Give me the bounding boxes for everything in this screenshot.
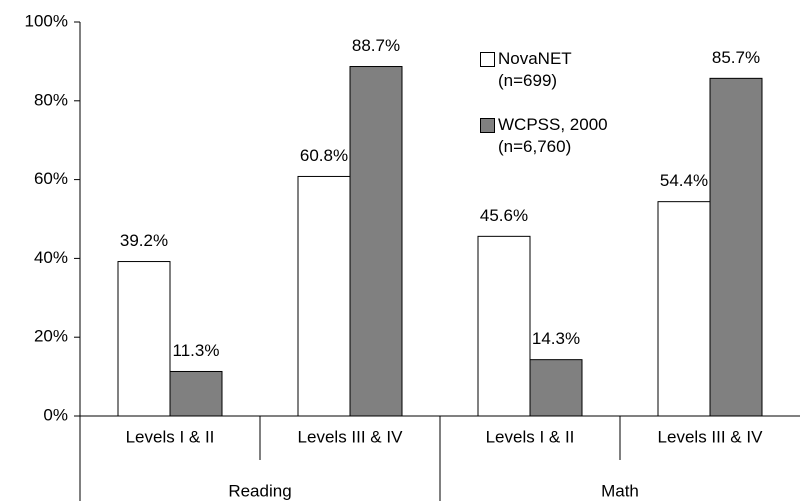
bar <box>349 66 403 417</box>
value-label: 39.2% <box>120 231 168 250</box>
legend-label: WCPSS, 2000 (n=6,760) <box>498 115 608 156</box>
value-label: 14.3% <box>532 329 580 348</box>
bar <box>657 201 711 417</box>
y-tick-label: 20% <box>34 327 68 346</box>
y-tick-label: 100% <box>25 11 68 30</box>
value-label: 88.7% <box>352 36 400 55</box>
legend-swatch <box>480 52 495 67</box>
y-tick-label: 40% <box>34 248 68 267</box>
legend-label: NovaNET (n=699) <box>498 49 572 90</box>
group-label: Reading <box>228 481 291 500</box>
value-label: 45.6% <box>480 206 528 225</box>
group-label: Math <box>601 481 639 500</box>
value-label: 60.8% <box>300 146 348 165</box>
bar <box>117 261 171 417</box>
y-tick-label: 0% <box>43 405 68 424</box>
x-tick-label: Levels III & IV <box>298 427 404 446</box>
x-tick-label: Levels III & IV <box>658 427 764 446</box>
value-label: 54.4% <box>660 171 708 190</box>
value-label: 11.3% <box>173 341 220 360</box>
bar <box>709 77 763 417</box>
legend-item: NovaNET (n=699) <box>480 48 630 92</box>
bar <box>477 235 531 417</box>
x-tick-label: Levels I & II <box>486 427 575 446</box>
bar <box>529 359 583 417</box>
value-label: 85.7% <box>712 48 760 67</box>
bar <box>169 370 223 417</box>
legend-swatch <box>480 118 495 133</box>
bar <box>297 175 351 417</box>
legend-item: WCPSS, 2000 (n=6,760) <box>480 114 630 158</box>
x-tick-label: Levels I & II <box>126 427 215 446</box>
y-tick-label: 60% <box>34 169 68 188</box>
y-tick-label: 80% <box>34 90 68 109</box>
